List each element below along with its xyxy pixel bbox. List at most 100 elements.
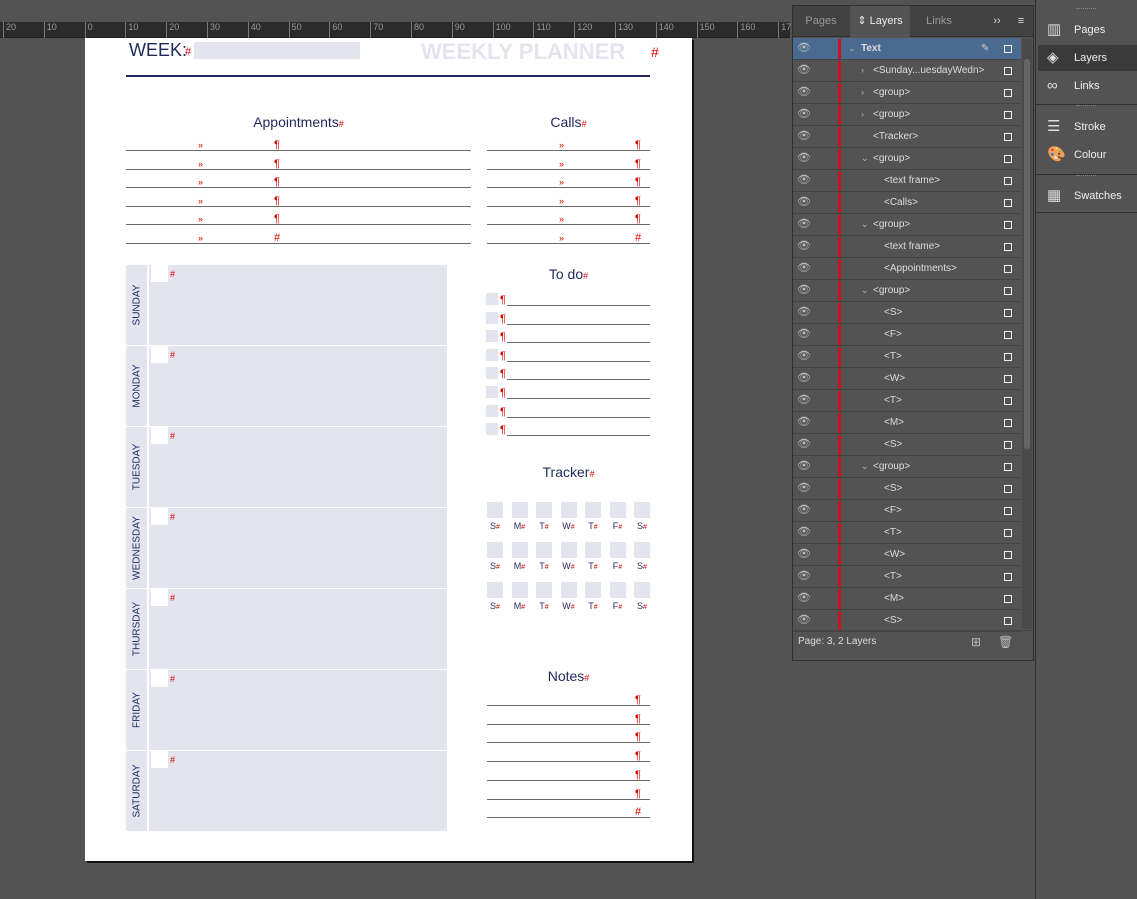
todo-checkbox[interactable] [486, 348, 498, 361]
todo-line[interactable] [507, 435, 650, 437]
selection-square[interactable] [1004, 375, 1012, 383]
day-date-box[interactable] [151, 508, 168, 525]
layer-row[interactable]: 👁 <Appointments> [793, 258, 1021, 280]
layer-row[interactable]: 👁 <F> [793, 500, 1021, 522]
layer-row[interactable]: 👁 › <group> [793, 82, 1021, 104]
eye-icon[interactable]: 👁 [797, 42, 811, 54]
dock-stroke[interactable]: ☰ Stroke [1038, 114, 1137, 140]
tracker-box[interactable] [585, 502, 601, 518]
layer-row[interactable]: 👁 <Calls> [793, 192, 1021, 214]
tracker-box[interactable] [487, 502, 503, 518]
day-date-box[interactable] [151, 265, 168, 282]
eye-icon[interactable]: 👁 [797, 394, 811, 406]
layer-row[interactable]: 👁 <F> [793, 324, 1021, 346]
eye-icon[interactable]: 👁 [797, 284, 811, 296]
week-input-field[interactable] [194, 42, 360, 59]
selection-square[interactable] [1004, 177, 1012, 185]
todo-checkbox[interactable] [486, 293, 498, 305]
chevron-down-icon[interactable]: ⌄ [848, 43, 856, 53]
eye-icon[interactable]: 👁 [797, 416, 811, 428]
horizontal-ruler[interactable]: 20 10 0 10 20 30 40 50 60 70 80 90 100 110 120 130 140 15… [0, 22, 791, 38]
selection-square[interactable] [1004, 551, 1012, 559]
eye-icon[interactable]: 👁 [797, 328, 811, 340]
chevron-down-icon[interactable]: ⌄ [861, 461, 869, 471]
eye-icon[interactable]: 👁 [797, 196, 811, 208]
todo-checkbox[interactable] [486, 311, 498, 324]
day-date-box[interactable] [151, 346, 168, 363]
tracker-box[interactable] [560, 582, 577, 598]
eye-icon[interactable]: 👁 [797, 108, 811, 120]
selection-square[interactable] [1004, 155, 1012, 163]
layer-row[interactable]: 👁 ⌄ <group> [793, 456, 1021, 478]
call-line[interactable] [487, 168, 650, 170]
eye-icon[interactable]: 👁 [797, 306, 811, 318]
day-block-tuesday[interactable]: TUESDAY # [126, 427, 447, 507]
appointment-line[interactable] [126, 205, 471, 207]
selection-square[interactable] [1004, 485, 1012, 493]
selection-square[interactable] [1004, 221, 1012, 229]
eye-icon[interactable]: 👁 [797, 460, 811, 472]
eye-icon[interactable]: 👁 [797, 438, 811, 450]
call-line[interactable] [487, 224, 650, 226]
selection-square[interactable] [1004, 133, 1012, 141]
call-line[interactable] [487, 187, 650, 189]
tracker-box[interactable] [609, 502, 626, 518]
panel-menu-icon[interactable]: ≡ [1017, 15, 1025, 27]
selection-square[interactable] [1004, 111, 1012, 119]
selection-square[interactable] [1004, 89, 1012, 97]
eye-icon[interactable]: 👁 [797, 218, 811, 230]
tracker-box[interactable] [511, 502, 528, 518]
chevron-down-icon[interactable]: ⌄ [861, 285, 869, 295]
eye-icon[interactable]: 👁 [797, 526, 811, 538]
layer-row[interactable]: 👁 <M> [793, 412, 1021, 434]
eye-icon[interactable]: 👁 [797, 482, 811, 494]
appointment-line[interactable] [126, 150, 471, 151]
todo-line[interactable] [507, 379, 650, 381]
eye-icon[interactable]: 👁 [797, 592, 811, 604]
call-line[interactable] [487, 150, 650, 151]
day-block-thursday[interactable]: THURSDAY # [126, 589, 447, 669]
note-line[interactable] [487, 817, 650, 819]
tracker-box[interactable] [560, 502, 577, 518]
layer-row[interactable]: 👁 <S> [793, 434, 1021, 456]
eye-icon[interactable]: 👁 [797, 548, 811, 560]
layers-scrollbar[interactable] [1022, 39, 1032, 629]
layer-row[interactable]: 👁 <T> [793, 566, 1021, 588]
eye-icon[interactable]: 👁 [797, 614, 811, 626]
dock-layers[interactable]: ◈ Layers [1038, 45, 1137, 71]
dock-links[interactable]: ∞ Links [1038, 73, 1137, 99]
tracker-box[interactable] [585, 582, 601, 598]
layer-row[interactable]: 👁 ⌄ Text ✎ [793, 38, 1021, 60]
todo-line[interactable] [507, 323, 650, 325]
layer-row[interactable]: 👁 <T> [793, 346, 1021, 368]
day-block-friday[interactable]: FRIDAY # [126, 670, 447, 750]
call-line[interactable] [487, 243, 650, 244]
chevron-right-icon[interactable]: › [861, 109, 864, 119]
layer-row[interactable]: 👁 ⌄ <group> [793, 148, 1021, 170]
note-line[interactable] [487, 761, 650, 763]
day-block-monday[interactable]: MONDAY # [126, 346, 447, 426]
selection-square[interactable] [1004, 199, 1012, 207]
layer-row[interactable]: 👁 ⌄ <group> [793, 214, 1021, 236]
eye-icon[interactable]: 👁 [797, 240, 811, 252]
todo-checkbox[interactable] [486, 423, 498, 436]
selection-square[interactable] [1004, 287, 1012, 295]
panel-grip[interactable] [1076, 8, 1096, 11]
day-block-wednesday[interactable]: WEDNESDAY # [126, 508, 447, 588]
eye-icon[interactable]: 👁 [797, 86, 811, 98]
selection-square[interactable] [1004, 67, 1012, 75]
chevron-down-icon[interactable]: ⌄ [861, 153, 869, 163]
todo-checkbox[interactable] [486, 386, 498, 398]
day-block-sunday[interactable]: SUNDAY # [126, 265, 447, 345]
day-date-box[interactable] [151, 751, 168, 768]
document-page[interactable]: WEEK: # WEEKLY PLANNER # Appointments# C… [85, 38, 692, 861]
new-layer-icon[interactable]: ⊞ [971, 635, 982, 649]
panel-expand-button[interactable]: ›› [993, 15, 1001, 27]
selection-square[interactable] [1004, 309, 1012, 317]
eye-icon[interactable]: 👁 [797, 174, 811, 186]
selection-square[interactable] [1004, 595, 1012, 603]
appointment-line[interactable] [126, 168, 471, 170]
tracker-box[interactable] [536, 582, 552, 598]
note-line[interactable] [487, 798, 650, 800]
note-line[interactable] [487, 723, 650, 725]
